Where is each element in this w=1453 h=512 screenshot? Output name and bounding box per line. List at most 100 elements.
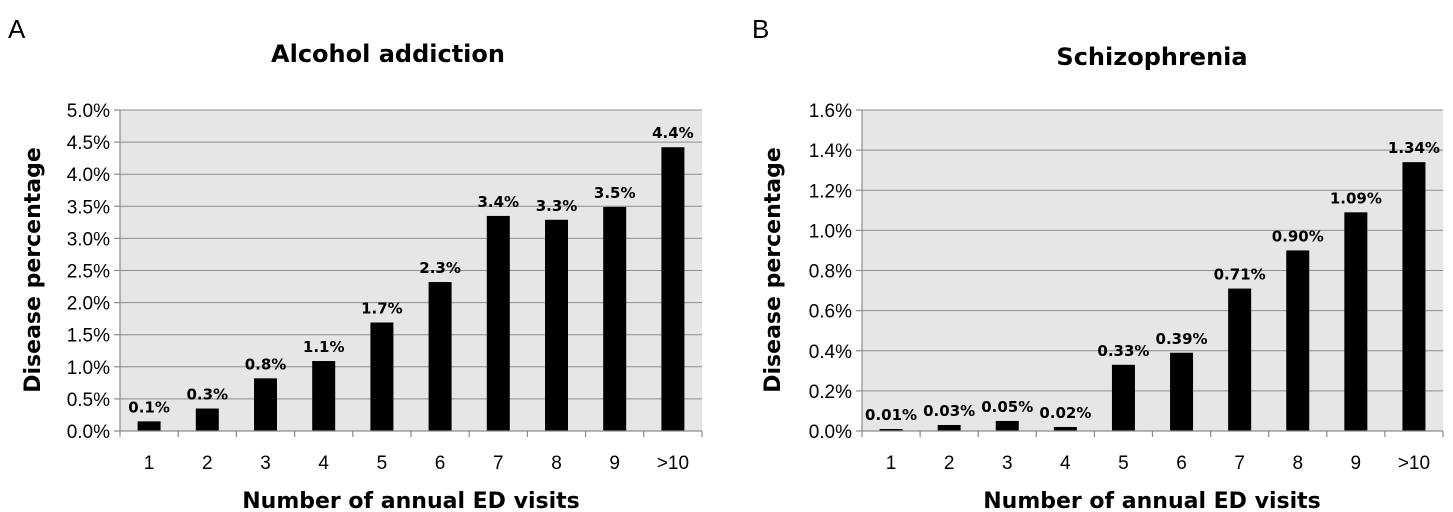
y-tick-label-a: 1.5%	[67, 326, 110, 347]
bar-b	[1402, 162, 1426, 431]
x-tick-label-a: 5	[377, 453, 388, 474]
y-tick-label-a: 1.0%	[67, 358, 110, 379]
x-tick-label-b: 8	[1292, 453, 1303, 474]
bar-b	[1286, 250, 1310, 431]
x-tick-labels-b: 1 2 3 4 5 6 7 8 9 >10	[886, 453, 1430, 474]
x-tick-label-b: 3	[1002, 453, 1013, 474]
data-label-b: 0.03%	[923, 402, 975, 420]
bar-a	[545, 219, 568, 431]
x-tick-label-b: 6	[1176, 453, 1187, 474]
x-tick-label-a: 7	[493, 453, 504, 474]
bar-a	[312, 361, 336, 431]
chart-title-a: Alcohol addiction	[271, 40, 505, 68]
y-tick-label-a: 3.5%	[67, 197, 110, 218]
data-label-a: 1.7%	[361, 300, 403, 318]
bar-a	[254, 378, 277, 431]
axes-a	[119, 110, 702, 432]
bar-b	[1344, 212, 1368, 431]
data-label-a: 3.3%	[536, 197, 578, 215]
x-tick-label-a: 4	[318, 453, 329, 474]
data-label-a: 3.4%	[477, 193, 519, 211]
x-tick-label-a: 8	[551, 453, 562, 474]
bar-a	[370, 322, 394, 431]
data-label-a: 1.1%	[303, 338, 345, 356]
y-tick-label-a: 2.5%	[67, 262, 110, 283]
chart-panel-a: A Alcohol addiction 0.0% 0.5% 1.0% 1.5% 2.0%…	[8, 14, 703, 512]
y-tick-label-b: 1.0%	[809, 221, 852, 242]
x-tick-labels-a: 1 2 3 4 5 6 7 8 9 >10	[144, 453, 689, 474]
x-axis-title-a: Number of annual ED visits	[242, 489, 579, 512]
y-tick-label-a: 3.0%	[67, 229, 110, 250]
y-tick-label-b: 1.6%	[809, 101, 852, 122]
x-tick-label-b: 9	[1351, 453, 1362, 474]
bar-b	[1053, 426, 1077, 431]
bar-a	[603, 206, 627, 431]
y-axis-title-a: Disease percentage	[21, 147, 46, 393]
y-tick-label-b: 0.4%	[809, 342, 852, 363]
x-tick-label-b: >10	[1398, 453, 1430, 474]
panel-label-a: A	[8, 14, 26, 44]
bar-a	[137, 421, 161, 431]
data-label-a: 4.4%	[652, 124, 694, 142]
x-tick-label-a: 1	[144, 453, 155, 474]
data-label-b: 0.02%	[1039, 404, 1091, 422]
bars-b	[879, 162, 1426, 431]
x-tick-label-a: 2	[202, 453, 213, 474]
data-label-a: 0.8%	[245, 355, 287, 373]
data-label-a: 0.3%	[186, 386, 228, 404]
x-tick-label-b: 5	[1118, 453, 1129, 474]
x-tick-label-a: 6	[435, 453, 446, 474]
data-label-b: 1.09%	[1330, 189, 1382, 207]
y-tick-label-a: 0.0%	[67, 422, 110, 443]
bar-a	[486, 215, 510, 431]
y-tick-label-a: 2.0%	[67, 294, 110, 315]
y-tick-labels-a: 0.0% 0.5% 1.0% 1.5% 2.0% 2.5% 3.0% 3.5% 4.0% 4.5%…	[67, 101, 110, 443]
x-tick-label-b: 2	[944, 453, 955, 474]
y-tick-label-b: 0.8%	[809, 262, 852, 283]
data-label-b: 0.05%	[981, 398, 1033, 416]
data-label-b: 0.01%	[865, 406, 917, 424]
bar-b	[879, 428, 903, 431]
data-label-a: 0.1%	[128, 398, 170, 416]
y-tick-label-b: 1.2%	[809, 181, 852, 202]
bar-b	[995, 420, 1019, 431]
data-label-b: 0.39%	[1156, 330, 1208, 348]
data-label-b: 0.90%	[1272, 227, 1324, 245]
bar-a	[195, 408, 219, 431]
data-label-b: 0.71%	[1214, 266, 1266, 284]
bar-a	[428, 282, 452, 431]
panel-label-b: B	[752, 14, 769, 44]
data-label-b: 1.34%	[1388, 139, 1440, 157]
bar-b	[1228, 288, 1252, 431]
y-tick-label-a: 5.0%	[67, 101, 110, 122]
y-tick-label-a: 4.5%	[67, 133, 110, 154]
y-tick-label-b: 0.0%	[809, 422, 852, 443]
bar-b	[1111, 364, 1135, 431]
bar-a	[661, 147, 685, 431]
y-tick-label-b: 0.2%	[809, 382, 852, 403]
y-tick-label-a: 4.0%	[67, 165, 110, 186]
x-tick-label-b: 7	[1234, 453, 1245, 474]
bar-b	[937, 424, 961, 431]
x-axis-title-b: Number of annual ED visits	[983, 489, 1320, 512]
data-labels-b: 0.01% 0.03% 0.05% 0.02% 0.33% 0.39% 0.71% 0.90%…	[865, 139, 1440, 424]
y-tick-labels-b: 0.0% 0.2% 0.4% 0.6% 0.8% 1.0% 1.2% 1.4% 1.6%	[809, 101, 852, 443]
y-axis-title-b: Disease percentage	[761, 147, 786, 393]
axes-b	[861, 110, 1443, 432]
chart-title-b: Schizophrenia	[1056, 43, 1247, 71]
y-tick-label-b: 1.4%	[809, 141, 852, 162]
y-tick-label-b: 0.6%	[809, 302, 852, 323]
bar-b	[1170, 352, 1194, 431]
data-label-a: 3.5%	[594, 184, 636, 202]
data-labels-a: 0.1% 0.3% 0.8% 1.1% 1.7% 2.3% 3.4% 3.3% 3.5% 4.4%	[128, 124, 693, 416]
x-tick-label-a: 9	[609, 453, 620, 474]
data-label-b: 0.33%	[1097, 342, 1149, 360]
x-tick-label-b: 4	[1060, 453, 1071, 474]
chart-panel-b: B Schizophrenia 0.0% 0.2% 0.4% 0.6% 0.8% 1.0%…	[752, 14, 1444, 512]
x-tick-label-a: >10	[657, 453, 689, 474]
x-tick-label-b: 1	[886, 453, 897, 474]
bars-a	[137, 147, 685, 431]
x-tick-label-a: 3	[260, 453, 271, 474]
y-tick-label-a: 0.5%	[67, 390, 110, 411]
